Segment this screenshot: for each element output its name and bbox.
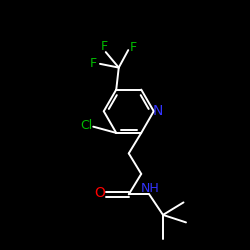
Text: Cl: Cl bbox=[80, 119, 92, 132]
Text: O: O bbox=[94, 186, 106, 200]
Text: N: N bbox=[153, 104, 164, 118]
Text: F: F bbox=[130, 41, 137, 54]
Text: NH: NH bbox=[141, 182, 160, 196]
Text: F: F bbox=[101, 40, 108, 53]
Text: F: F bbox=[90, 57, 97, 70]
